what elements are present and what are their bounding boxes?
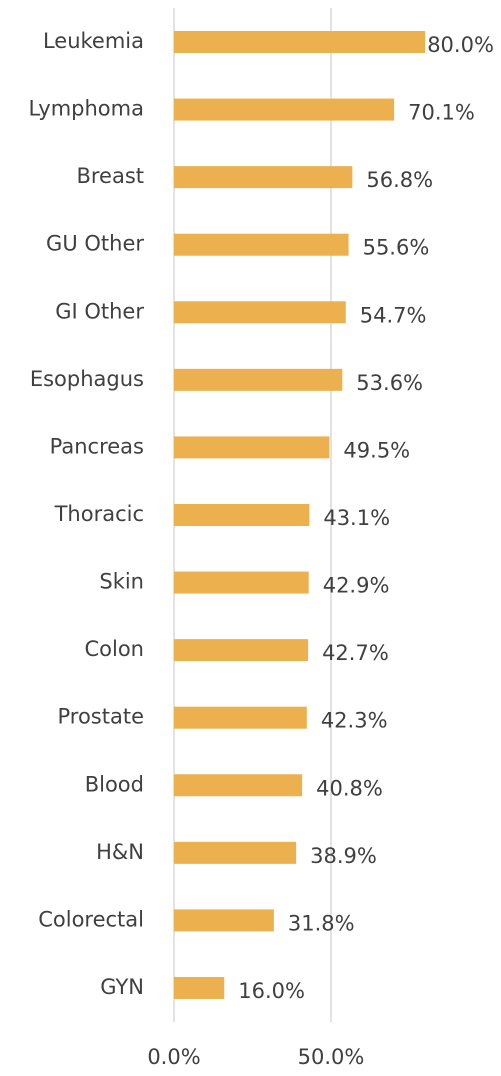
- y-tick-label: Colorectal: [38, 907, 144, 931]
- y-tick-label: Colon: [84, 637, 144, 661]
- data-label: 16.0%: [238, 979, 305, 1003]
- data-label: 42.9%: [323, 574, 390, 598]
- y-tick-label: H&N: [96, 840, 144, 864]
- y-tick-label: Esophagus: [30, 367, 144, 391]
- y-tick-label: GU Other: [46, 232, 144, 256]
- y-tick-label: Pancreas: [50, 434, 144, 458]
- bar: [174, 368, 343, 391]
- bar: [174, 166, 353, 189]
- data-label: 53.6%: [356, 371, 423, 395]
- bar: [174, 436, 330, 459]
- data-label: 54.7%: [360, 303, 427, 327]
- bar: [174, 503, 310, 526]
- bar: [174, 976, 225, 999]
- x-tick-label: 0.0%: [147, 1045, 200, 1069]
- data-label: 38.9%: [310, 844, 377, 868]
- bar: [174, 571, 309, 594]
- y-tick-label: Breast: [76, 164, 144, 188]
- bar: [174, 301, 346, 324]
- bar: [174, 98, 395, 121]
- bar: [174, 909, 274, 932]
- bar: [174, 774, 303, 797]
- data-label: 42.3%: [321, 709, 388, 733]
- data-label: 55.6%: [363, 236, 430, 260]
- y-tick-label: Prostate: [57, 705, 144, 729]
- y-tick-label: Blood: [85, 772, 144, 796]
- x-tick-label: 50.0%: [298, 1045, 365, 1069]
- data-label: 40.8%: [316, 776, 383, 800]
- y-tick-label: Leukemia: [43, 29, 144, 53]
- y-tick-label: GI Other: [55, 299, 144, 323]
- bar: [174, 639, 309, 662]
- bar: [174, 841, 297, 864]
- y-tick-label: Lymphoma: [29, 97, 144, 121]
- bar: [174, 31, 426, 53]
- data-label: 70.1%: [408, 101, 475, 125]
- data-label: 49.5%: [343, 438, 410, 462]
- bar: [174, 706, 307, 729]
- data-label: 56.8%: [366, 168, 433, 192]
- y-tick-label: GYN: [100, 975, 144, 999]
- bar: [174, 233, 349, 256]
- data-label: 80.0%: [427, 33, 494, 57]
- y-tick-label: Thoracic: [54, 502, 144, 526]
- y-tick-label: Skin: [99, 570, 144, 594]
- data-label: 31.8%: [288, 911, 355, 935]
- data-label: 42.7%: [322, 641, 389, 665]
- data-label: 43.1%: [323, 506, 390, 530]
